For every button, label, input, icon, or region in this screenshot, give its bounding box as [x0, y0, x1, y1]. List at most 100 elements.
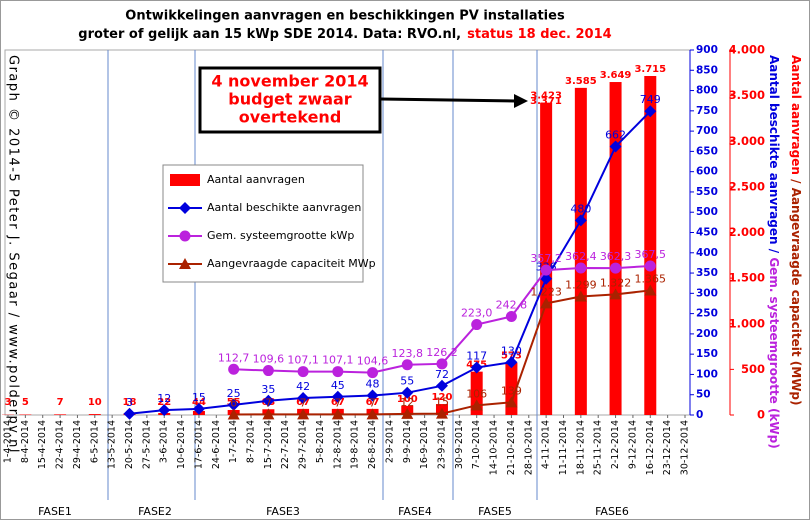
bar-label: 3	[5, 397, 12, 408]
marker	[540, 297, 553, 309]
marker	[435, 407, 448, 419]
y2-tick-label: 0	[757, 408, 765, 422]
marker	[435, 379, 448, 392]
marker	[401, 407, 414, 419]
marker	[262, 365, 274, 377]
annotation-line: 4 november 2014	[211, 72, 368, 91]
x-tick-label: 16-9-2014	[419, 420, 430, 469]
point-label: 117	[466, 350, 487, 363]
bar-label: 67	[366, 397, 380, 408]
marker	[228, 363, 240, 375]
x-tick-label: 22-7-2014	[280, 420, 291, 469]
x-tick-label: 30-9-2014	[454, 420, 465, 469]
title-line-1: Ontwikkelingen aanvragen en beschikkinge…	[125, 9, 565, 24]
marker	[610, 262, 622, 274]
x-tick-label: 12-8-2014	[332, 420, 343, 469]
x-tick-label: 14-10-2014	[489, 420, 500, 475]
point-label: 42	[296, 380, 310, 393]
marker	[123, 407, 136, 420]
y-tick-label: 450	[696, 227, 718, 239]
bar	[540, 102, 553, 416]
bar-label: 10	[88, 397, 102, 408]
y2-tick-label: 1.000	[729, 316, 765, 330]
point-label: 107,1	[322, 354, 354, 367]
y-tick-label: 900	[696, 44, 718, 56]
y-tick-label: 200	[696, 328, 718, 340]
x-tick-label: 27-5-2014	[141, 420, 152, 469]
marker	[179, 202, 191, 214]
y-tick-label: 100	[696, 368, 718, 380]
point-label: 123,8	[392, 347, 424, 360]
bar-label: 3.649	[600, 70, 632, 81]
marker	[644, 105, 657, 118]
x-tick-label: 6-5-2014	[89, 420, 100, 463]
y-tick-label: 0	[696, 409, 703, 421]
bar-label: 100	[397, 394, 418, 405]
title-text: groter of gelijk aan 15 kWp SDE 2014. Da…	[78, 27, 461, 42]
marker	[575, 262, 587, 274]
x-tick-label: 7-10-2014	[471, 420, 482, 469]
legend-label: Aangevraagde capaciteit MWp	[207, 257, 376, 270]
point-label: 45	[331, 379, 345, 392]
marker	[262, 394, 275, 407]
x-tick-label: 19-8-2014	[350, 420, 361, 469]
phase-label: FASE5	[478, 505, 512, 518]
x-tick-label: 3-6-2014	[159, 420, 170, 463]
x-tick-label: 15-4-2014	[37, 420, 48, 469]
title-status: status 18 dec. 2014	[467, 27, 612, 42]
title-line-2: groter of gelijk aan 15 kWp SDE 2014. Da…	[78, 27, 611, 42]
point-label: 15	[192, 391, 206, 404]
point-label: 126,2	[426, 346, 458, 359]
point-label: 1.223	[530, 285, 562, 298]
x-tick-label: 8-7-2014	[246, 420, 257, 463]
point-label: 7	[334, 396, 341, 409]
x-tick-label: 15-7-2014	[263, 420, 274, 469]
y-title-b: Gem. systeemgrootte (kWp)	[768, 257, 782, 448]
y-tick-label: 150	[696, 348, 718, 360]
y-tick-label: 850	[696, 64, 718, 76]
marker	[227, 408, 240, 420]
y2-title-b: Aangevraagde capaciteit (MWp)	[790, 188, 804, 406]
x-tick-label: 24-6-2014	[211, 420, 222, 469]
y2-tick-label: 3.000	[729, 134, 765, 148]
x-tick-label: 8-4-2014	[20, 420, 31, 463]
marker	[505, 356, 518, 369]
phase-label: FASE6	[595, 505, 629, 518]
point-label: 25	[227, 387, 241, 400]
bar	[574, 87, 587, 416]
y-tick-label: 350	[696, 267, 718, 279]
x-tick-label: 30-12-2014	[680, 420, 691, 475]
legend-label: Gem. systeemgrootte kWp	[207, 229, 354, 242]
bar	[54, 414, 67, 415]
marker	[366, 408, 379, 420]
point-label: 12	[400, 396, 414, 409]
x-tick-label: 29-4-2014	[72, 420, 83, 469]
marker	[227, 398, 240, 411]
marker	[609, 140, 622, 153]
x-tick-label: 21-10-2014	[506, 420, 517, 475]
marker	[401, 359, 413, 371]
x-tick-label: 18-11-2014	[575, 420, 586, 475]
y-tick-label: 300	[696, 287, 718, 299]
bar-label: 5	[22, 397, 29, 408]
marker	[574, 214, 587, 227]
y-tick-label: 50	[696, 389, 711, 401]
bar	[88, 414, 101, 415]
point-label: 223,0	[461, 307, 493, 320]
marker	[297, 366, 309, 378]
marker	[644, 260, 656, 272]
phase-label: FASE1	[38, 505, 72, 518]
y-tick-label: 600	[696, 166, 718, 178]
y2-tick-label: 1.500	[729, 271, 765, 285]
y2-tick-label: 500	[741, 362, 765, 376]
x-tick-label: 20-5-2014	[124, 420, 135, 469]
annotation-line: budget zwaar	[228, 90, 352, 109]
bar-label: 44	[192, 397, 206, 408]
bar-label: 3.715	[634, 64, 666, 75]
x-tick-label: 13-5-2014	[107, 420, 118, 469]
point-label: 1.365	[635, 272, 667, 285]
y-tick-label: 650	[696, 145, 718, 157]
annotation-line: overtekend	[239, 108, 342, 127]
marker	[436, 358, 448, 370]
point-label: 15	[435, 396, 449, 409]
